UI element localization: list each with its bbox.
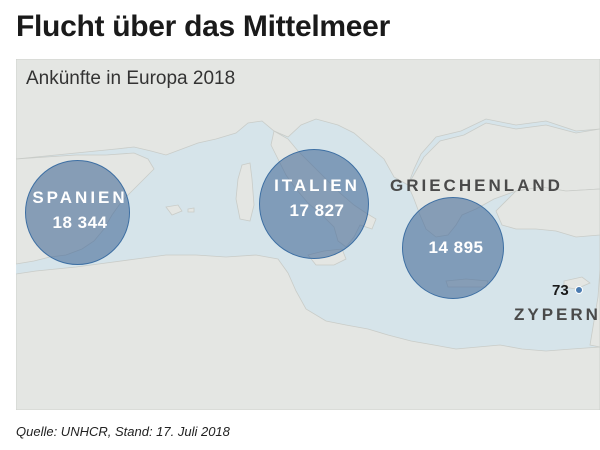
map-title: Flucht über das Mittelmeer [16,10,390,43]
map-area [16,59,600,410]
label-greece-value: 14 895 [428,238,484,257]
label-spain-value: 18 344 [52,213,108,232]
bubble-spain [25,160,130,265]
bubble-greece [402,197,504,299]
label-cyprus-value: 73 [552,282,569,299]
label-spain-country: SPANIEN [32,188,128,207]
mediterranean-map [16,59,600,410]
label-italy-country: ITALIEN [274,176,360,195]
land-north-africa [16,254,600,410]
land-turkey-south [495,186,600,238]
land-sardinia [235,162,255,222]
land-europe [16,59,600,186]
dot-cyprus [575,286,583,294]
bubble-italy [259,149,369,259]
land-levant [589,235,600,348]
label-italy-value: 17 827 [289,201,345,220]
label-greece-country: GRIECHENLAND [390,176,563,195]
label-cyprus-country: ZYPERN [514,305,600,324]
land-cyprus [563,276,591,290]
land-balearics [165,204,195,216]
map-subtitle: Ankünfte in Europa 2018 [26,68,236,89]
source-note: Quelle: UNHCR, Stand: 17. Juli 2018 [16,424,230,439]
